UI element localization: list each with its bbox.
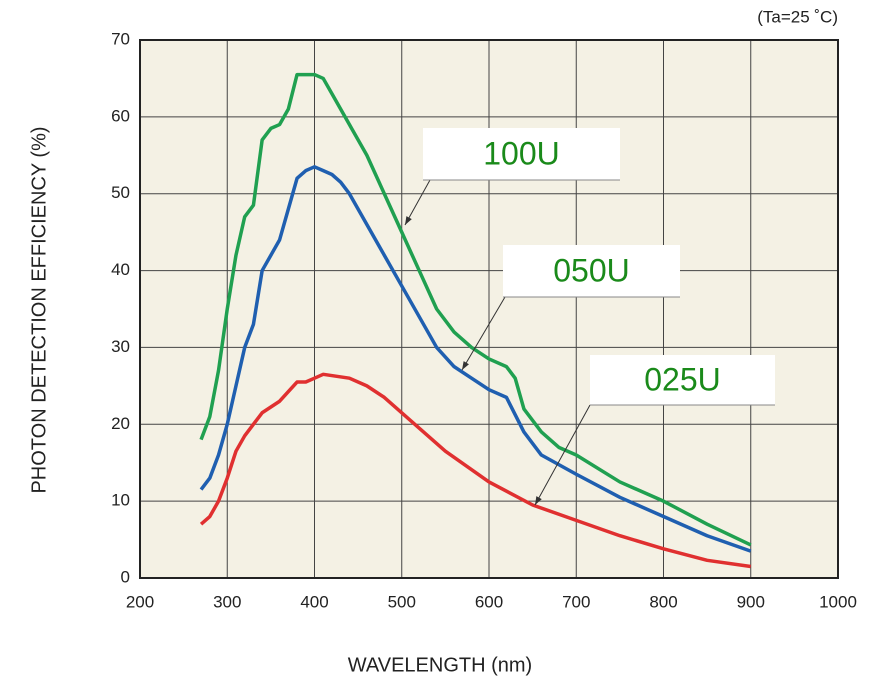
y-tick-label: 50 (111, 183, 130, 202)
y-tick-label: 70 (111, 29, 130, 48)
line (199, 165, 752, 553)
callout-box (503, 245, 680, 297)
x-tick-label: 500 (388, 592, 416, 611)
line (199, 72, 752, 547)
y-axis-label: PHOTON DETECTION EFFICIENCY (%) (28, 126, 50, 493)
annotation: (Ta=25 ˚C) (757, 7, 838, 26)
line (199, 372, 751, 569)
plot-border (139, 39, 839, 579)
x-tick-label: 700 (562, 592, 590, 611)
y-tick-label: 20 (111, 414, 130, 433)
legend-label: 100U (483, 135, 560, 171)
arrow-head (405, 216, 412, 225)
legend-label: 025U (644, 361, 721, 397)
y-tick-label: 40 (111, 260, 130, 279)
y-tick-label: 10 (111, 491, 130, 510)
callout-arrow (461, 296, 506, 371)
arrow-head (535, 496, 542, 505)
callout-box (590, 355, 775, 405)
y-tick-label: 60 (111, 106, 130, 125)
x-tick-label: 300 (213, 592, 241, 611)
x-axis-label: WAVELENGTH (nm) (348, 654, 532, 676)
legend-label: 050U (553, 252, 630, 288)
x-tick-label: 200 (126, 592, 154, 611)
x-tick-label: 400 (300, 592, 328, 611)
x-tick-label: 600 (475, 592, 503, 611)
callout-arrow (404, 179, 431, 226)
arrow-head (462, 361, 469, 370)
x-tick-label: 1000 (819, 592, 857, 611)
callout-arrow (534, 404, 591, 506)
x-tick-label: 800 (649, 592, 677, 611)
y-tick-label: 30 (111, 337, 130, 356)
x-tick-label: 900 (737, 592, 765, 611)
y-tick-label: 0 (121, 567, 130, 586)
callout-box (423, 128, 620, 180)
